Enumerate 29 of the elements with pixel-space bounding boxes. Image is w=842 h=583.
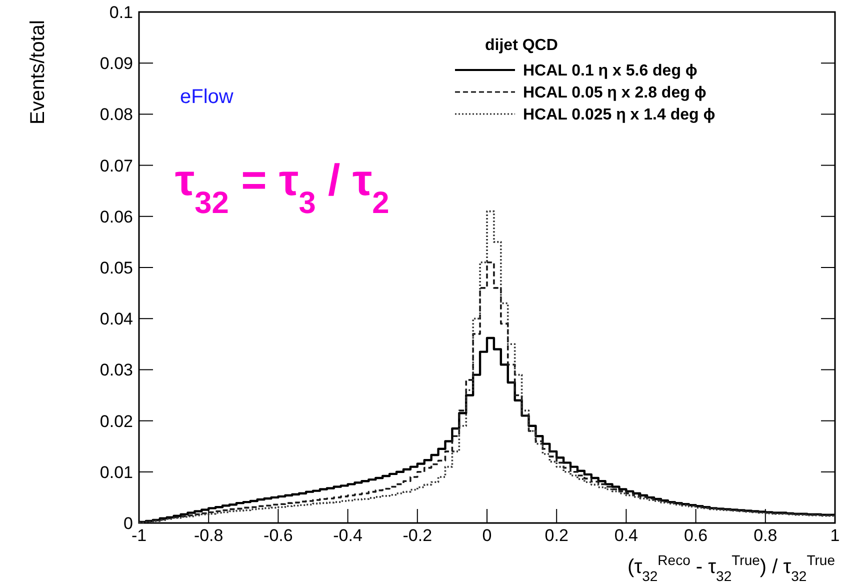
- y-tick-label: 0.02: [100, 412, 133, 431]
- x-tick-label: 0.4: [614, 526, 638, 545]
- y-tick-label: 0: [124, 514, 133, 533]
- legend-title: dijet QCD: [485, 37, 558, 54]
- x-tick-label: -0.8: [194, 526, 224, 545]
- x-tick-label: -1: [131, 526, 147, 545]
- y-tick-label: 0.09: [100, 54, 133, 74]
- y-tick-label: 0.1: [109, 2, 133, 22]
- x-tick-label: -0.4: [333, 526, 362, 545]
- y-axis-title: Events/total: [27, 20, 49, 125]
- x-tick-label: 0.2: [544, 526, 568, 545]
- x-tick-label: 0: [482, 526, 492, 545]
- y-tick-label: 0.08: [100, 105, 133, 124]
- y-tick-label: 0.05: [100, 258, 133, 278]
- y-tick-label: 0.03: [100, 360, 133, 380]
- annotation: τ$_{32}$ = τ$_{3}$ / τ$_{2}$: [175, 156, 390, 220]
- x-tick-label: -0.2: [402, 526, 432, 545]
- legend-label: HCAL 0.1 η x 5.6 deg ϕ: [523, 62, 698, 80]
- legend-label: HCAL 0.05 η x 2.8 deg ϕ: [523, 84, 706, 102]
- annotation: eFlow: [180, 86, 234, 108]
- x-tick-label: 1: [830, 526, 840, 545]
- y-tick-label: 0.06: [100, 207, 133, 226]
- x-tick-label: 0.8: [754, 526, 778, 545]
- x-tick-label: -0.6: [264, 526, 293, 545]
- x-tick-label: 0.6: [684, 526, 708, 545]
- y-tick-label: 0.01: [100, 462, 133, 482]
- legend-label: HCAL 0.025 η x 1.4 deg ϕ: [523, 106, 716, 124]
- y-tick-label: 0.04: [100, 310, 133, 329]
- y-tick-label: 0.07: [100, 156, 133, 176]
